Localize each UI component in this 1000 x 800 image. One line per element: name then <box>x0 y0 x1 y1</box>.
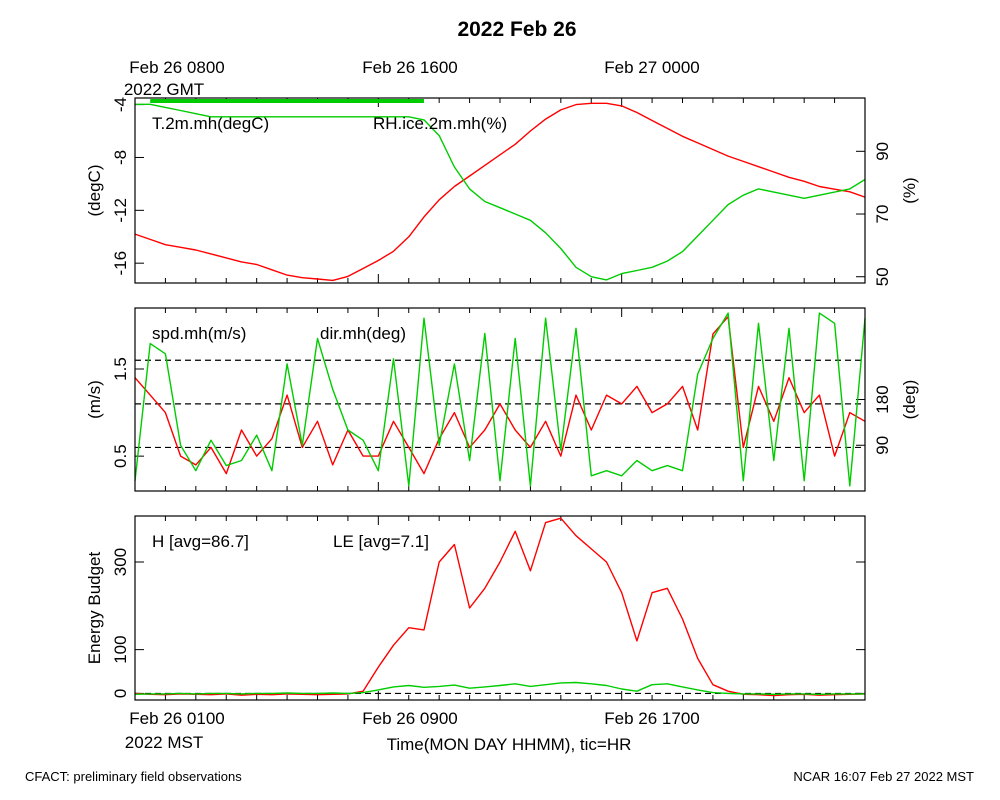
panel-1: -4 -8 -12 -16 50 70 90 (degC) (%) T.2m.mh(degC) RH… <box>85 97 919 286</box>
legend-entry-2: dir.mh(deg) <box>320 324 406 343</box>
y-tick-label-left: 0.5 <box>111 444 130 468</box>
y-tick-label-left: -16 <box>111 251 130 276</box>
series-line-1 <box>134 316 866 475</box>
legend-entry-1: T.2m.mh(degC) <box>152 114 269 133</box>
legend-entry-2: LE [avg=7.1] <box>333 532 429 551</box>
panel-frame <box>134 515 866 701</box>
bottom-time-label-1: Feb 26 0100 <box>129 709 224 728</box>
y-tick-label-right: 50 <box>873 267 892 286</box>
footer-right: NCAR 16:07 Feb 27 2022 MST <box>793 769 974 784</box>
top-time-label-2: Feb 26 1600 <box>362 58 457 77</box>
top-time-label-sub: 2022 GMT <box>124 80 204 99</box>
y-tick-label-right: 90 <box>873 436 892 455</box>
y-tick-label-right: 180 <box>873 385 892 413</box>
y-tick-label-left: -12 <box>111 198 130 223</box>
panel-3: 0 100 300 Energy Budget H [avg=86.7] LE [avg=… <box>85 515 866 701</box>
top-time-label-1: Feb 26 0800 <box>129 58 224 77</box>
chart-panels: -4 -8 -12 -16 50 70 90 (degC) (%) T.2m.mh(degC) RH… <box>85 97 919 701</box>
bottom-time-label-sub: 2022 MST <box>125 733 203 752</box>
top-time-labels: Feb 26 0800 2022 GMT Feb 26 1600 Feb 27 000… <box>124 58 700 99</box>
panel-frame <box>134 307 866 492</box>
footer-left: CFACT: preliminary field observations <box>25 769 242 784</box>
y-tick-label-right: 90 <box>873 142 892 161</box>
series-line-1 <box>134 102 866 282</box>
y-tick-label-left: -8 <box>111 150 130 165</box>
panel-2: 0.5 1.5 90 180 (m/s) (deg) spd.mh(m/s) dir.mh(d… <box>85 307 919 492</box>
y-tick-label-right: 70 <box>873 205 892 224</box>
bottom-time-label-2: Feb 26 0900 <box>362 709 457 728</box>
legend-entry-1: spd.mh(m/s) <box>152 324 246 343</box>
y-axis-title-right: (%) <box>900 177 919 203</box>
y-axis-title-left: Energy Budget <box>85 551 104 664</box>
bottom-time-label-3: Feb 26 1700 <box>604 709 699 728</box>
series-line-2 <box>134 312 866 487</box>
y-tick-label-left: 1.5 <box>111 357 130 381</box>
saturation-marker <box>150 99 424 103</box>
top-time-label-3: Feb 27 0000 <box>604 58 699 77</box>
bottom-time-labels: Feb 26 0100 2022 MST Feb 26 0900 Feb 26 170… <box>125 709 700 752</box>
x-axis-label: Time(MON DAY HHMM), tic=HR <box>387 735 632 754</box>
legend-entry-1: H [avg=86.7] <box>152 532 249 551</box>
y-tick-label-left: 300 <box>111 548 130 576</box>
y-axis-title-left: (m/s) <box>85 380 104 419</box>
series-line-2 <box>135 103 866 281</box>
y-tick-label-left: 0 <box>111 689 130 698</box>
y-tick-label-left: 100 <box>111 635 130 663</box>
series-line-2 <box>134 681 865 695</box>
y-tick-label-left: -4 <box>111 97 130 112</box>
figure-title: 2022 Feb 26 <box>457 18 576 41</box>
y-axis-title-right: (deg) <box>900 380 919 420</box>
y-axis-title-left: (degC) <box>85 165 104 217</box>
legend-entry-2: RH.ice.2m.mh(%) <box>373 114 507 133</box>
panel-frame <box>134 97 866 284</box>
